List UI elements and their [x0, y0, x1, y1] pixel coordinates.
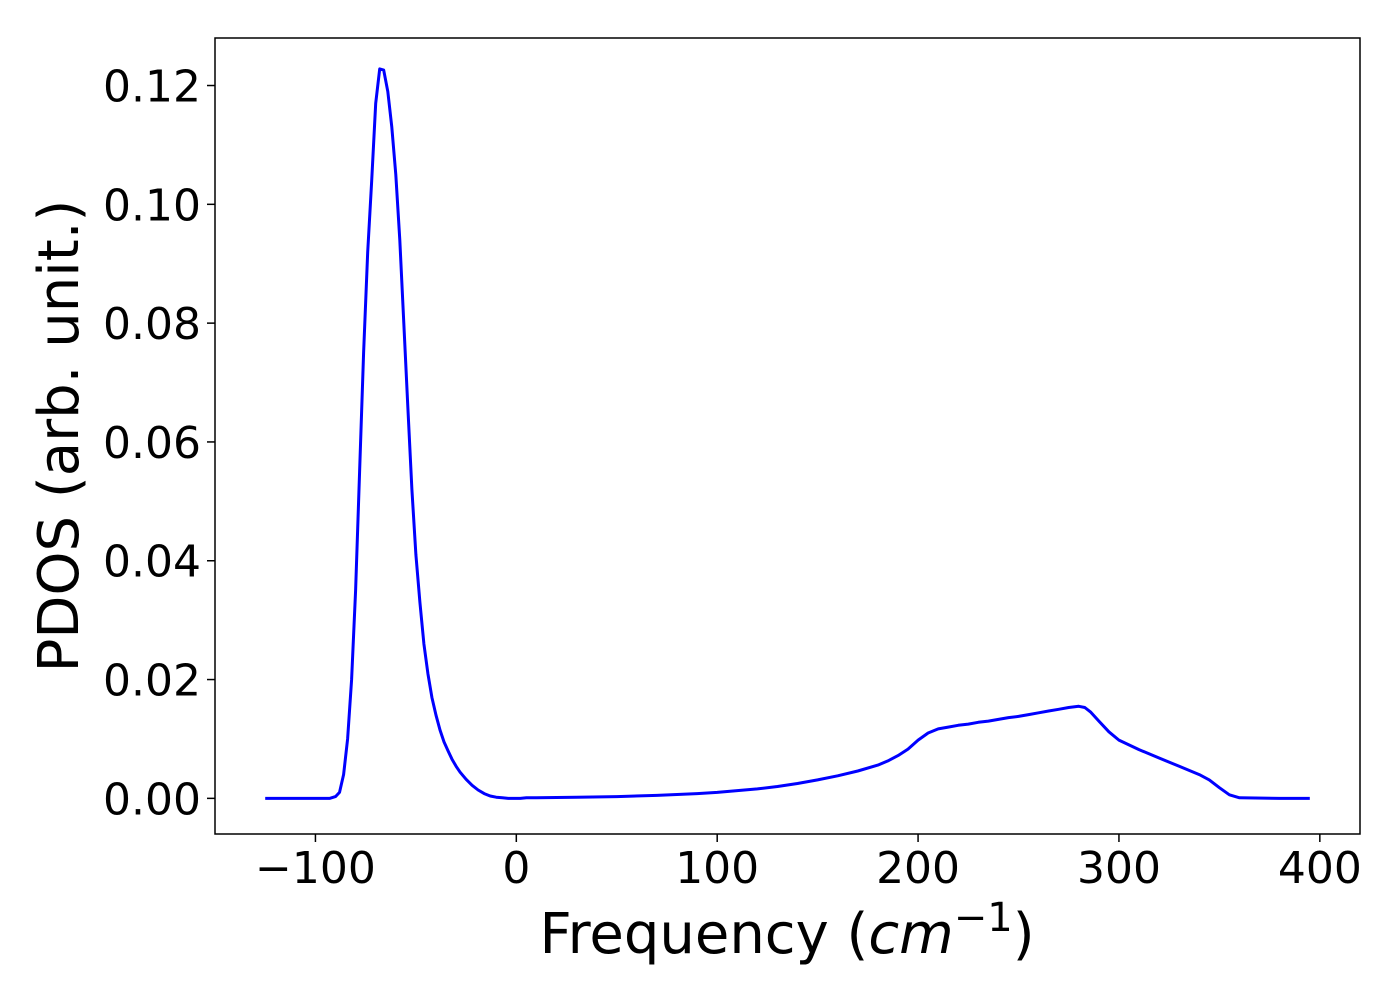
y-tick-label: 0.12	[103, 62, 201, 113]
x-tick-label: −100	[255, 843, 376, 894]
y-tick-label: 0.10	[103, 180, 201, 231]
x-axis-label-prefix: Frequency (	[539, 902, 868, 967]
y-tick-label: 0.02	[103, 656, 201, 707]
x-axis-ticks: −100 0 100 200 300 400	[255, 834, 1362, 894]
x-tick-label: 200	[876, 843, 960, 894]
y-tick-label: 0.06	[103, 418, 201, 469]
x-tick-label: 0	[502, 843, 530, 894]
y-tick-label: 0.00	[103, 774, 201, 825]
x-tick-label: 400	[1278, 843, 1362, 894]
x-tick-label: 300	[1077, 843, 1161, 894]
x-axis-label: Frequency (cm−1)	[539, 895, 1034, 967]
y-axis-label: PDOS (arb. unit.)	[27, 200, 92, 673]
y-tick-label: 0.08	[103, 299, 201, 350]
y-tick-label: 0.04	[103, 537, 201, 588]
x-axis-label-unit: cm	[868, 902, 953, 967]
plot-frame	[214, 37, 1361, 835]
y-axis-ticks: 0.00 0.02 0.04 0.06 0.08 0.10 0.12	[103, 62, 215, 825]
x-tick-label: 100	[675, 843, 759, 894]
x-axis-label-suffix: )	[1013, 902, 1035, 967]
pdos-series-line	[265, 67, 1310, 800]
x-axis-label-exponent: −1	[954, 895, 1013, 941]
